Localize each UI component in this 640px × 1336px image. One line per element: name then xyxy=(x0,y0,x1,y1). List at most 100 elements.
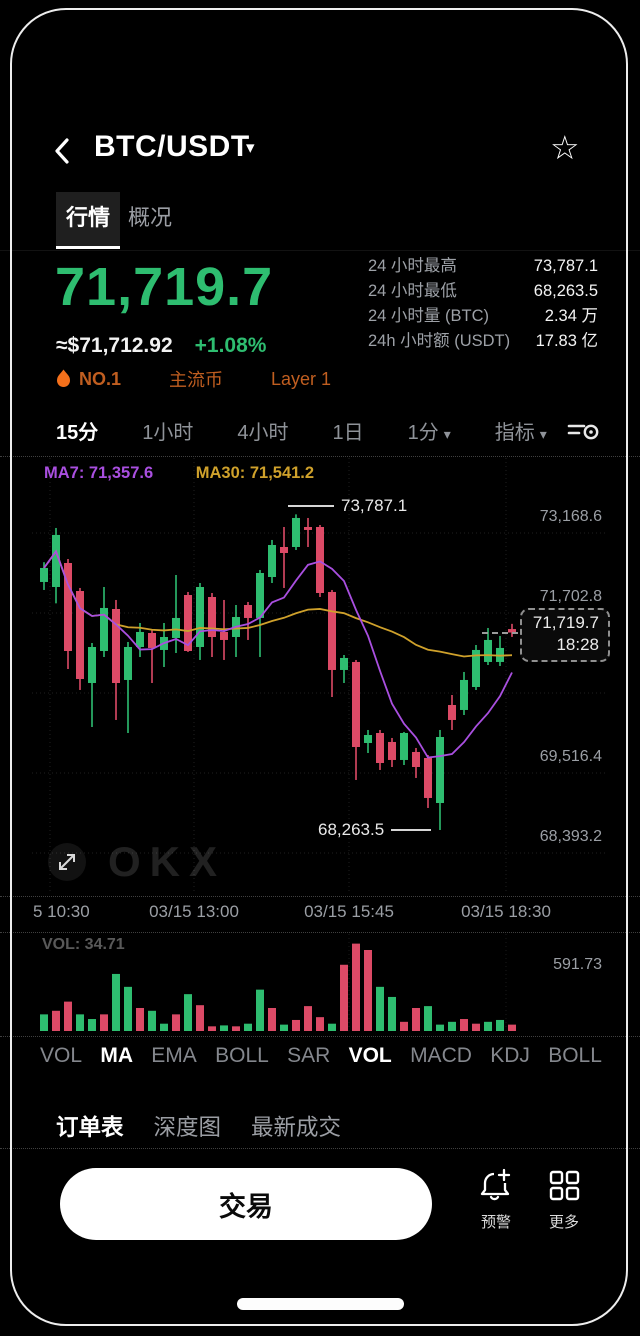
candle-body xyxy=(208,597,216,637)
tab-latest-trades[interactable]: 最新成交 xyxy=(251,1115,342,1140)
volume-bar xyxy=(40,1014,48,1031)
volume-bar xyxy=(412,1007,420,1031)
badge-tag[interactable]: 主流币 xyxy=(169,370,224,390)
stat-value: 73,787.1 xyxy=(533,257,598,275)
volume-bar xyxy=(376,986,384,1031)
indicator-vol-main[interactable]: VOL xyxy=(40,1044,83,1067)
chart-settings-button[interactable] xyxy=(565,416,601,446)
candle-body xyxy=(52,534,60,587)
volume-bar xyxy=(100,1014,108,1031)
volume-bar xyxy=(196,1005,204,1031)
indicator-ema[interactable]: EMA xyxy=(151,1044,197,1067)
badge-rank[interactable]: NO.1 xyxy=(79,368,122,389)
fiat-value: ≈$71,712.92 xyxy=(56,334,173,357)
indicator-boll[interactable]: BOLL xyxy=(215,1044,269,1067)
indicator-kdj[interactable]: KDJ xyxy=(490,1044,530,1067)
timeframe-1d[interactable]: 1日 xyxy=(333,416,364,445)
x-axis-label: 03/15 15:45 xyxy=(304,902,394,921)
home-indicator[interactable] xyxy=(237,1298,404,1310)
volume-bar xyxy=(244,1023,252,1031)
candle-body xyxy=(112,609,120,683)
x-axis-label: 5 10:30 xyxy=(33,902,90,921)
low-annotation-value: 68,263.5 xyxy=(318,820,385,839)
candle-body xyxy=(472,649,480,687)
candle-body xyxy=(304,527,312,530)
back-button[interactable] xyxy=(46,134,80,168)
annotation-line xyxy=(391,829,432,831)
volume-bar xyxy=(220,1025,228,1031)
volume-bar xyxy=(88,1019,96,1031)
change-percent: +1.08% xyxy=(194,334,267,357)
favorite-star-icon[interactable]: ☆ xyxy=(550,129,580,166)
indicator-sar[interactable]: SAR xyxy=(287,1044,331,1067)
candle-body xyxy=(172,617,180,638)
timeframe-4h[interactable]: 4小时 xyxy=(237,416,288,445)
volume-bar xyxy=(208,1026,216,1031)
indicator-ma[interactable]: MA xyxy=(100,1044,133,1067)
high-annotation-value: 73,787.1 xyxy=(341,496,408,516)
chevron-left-icon xyxy=(55,138,69,164)
tab-quotes[interactable]: 行情 xyxy=(56,192,121,249)
y-axis-label: 69,516.4 xyxy=(539,748,602,765)
candle-body xyxy=(124,647,132,680)
candlestick-chart-canvas xyxy=(32,458,608,893)
volume-bar xyxy=(328,1023,336,1031)
caret-down-icon: ▾ xyxy=(443,426,451,442)
expand-chart-button[interactable] xyxy=(48,843,86,881)
badge-tag[interactable]: Layer 1 xyxy=(271,368,332,389)
candle-body xyxy=(424,757,432,798)
tab-order-book[interactable]: 订单表 xyxy=(56,1115,124,1140)
stat-value: 2.34 万 xyxy=(544,307,598,325)
pair-title[interactable]: BTC/USDT xyxy=(94,130,250,163)
stat-row: 24 小时最高 73,787.1 xyxy=(368,258,598,275)
section-divider xyxy=(0,1148,640,1149)
candle-body xyxy=(376,733,384,763)
timeframe-label: 1小时 xyxy=(142,422,194,444)
indicator-dropdown[interactable]: 指标 ▾ xyxy=(495,416,547,445)
volume-pane[interactable]: VOL: 34.71 591.73 xyxy=(32,934,608,1034)
volume-bar xyxy=(340,964,348,1031)
timeframe-15m[interactable]: 15分 xyxy=(56,416,98,445)
tab-active-underline xyxy=(56,246,121,249)
timeframe-label: 4小时 xyxy=(237,422,289,444)
volume-bar xyxy=(184,994,192,1031)
indicator-boll-sub[interactable]: BOLL xyxy=(548,1044,602,1067)
stat-label: 24 小时最高 xyxy=(368,257,457,275)
low-annotation: 68,263.5 xyxy=(318,820,432,840)
tab-overview[interactable]: 概况 xyxy=(128,205,173,230)
volume-bar xyxy=(136,1007,144,1031)
candle-body xyxy=(88,647,96,683)
y-axis-label: 68,393.2 xyxy=(539,828,602,845)
y-axis-label: 71,702.8 xyxy=(539,588,602,605)
stat-label: 24h 小时额 (USDT) xyxy=(368,332,511,350)
volume-bar xyxy=(148,1010,156,1031)
candle-body xyxy=(388,741,396,760)
volume-bar xyxy=(268,1007,276,1031)
okx-watermark: OKX xyxy=(108,838,227,885)
candle-body xyxy=(268,545,276,577)
volume-bar xyxy=(160,1023,168,1031)
timeframe-1h[interactable]: 1小时 xyxy=(142,416,193,445)
candle-body xyxy=(352,661,360,747)
volume-current-label: VOL: 34.71 xyxy=(42,936,125,953)
candle-body xyxy=(196,587,204,647)
tabs-divider xyxy=(0,250,640,251)
tab-depth-chart[interactable]: 深度图 xyxy=(153,1115,222,1140)
indicator-vol-sub[interactable]: VOL xyxy=(348,1044,392,1067)
candle-body xyxy=(184,595,192,651)
stat-row: 24h 小时额 (USDT) 17.83 亿 xyxy=(368,333,598,350)
trade-button[interactable]: 交易 xyxy=(60,1168,432,1240)
current-price-tag[interactable]: 71,719.7 18:28 xyxy=(520,607,610,662)
timeframe-bar: 15分 1小时 4小时 1日 1分 ▾ 指标 ▾ xyxy=(56,416,601,445)
volume-bar xyxy=(364,949,372,1031)
alert-button[interactable]: 预警 xyxy=(464,1168,528,1232)
price-chart[interactable]: MA7: 71,357.6 MA30: 71,541.2 73,168.6 71… xyxy=(32,458,610,893)
volume-bar xyxy=(112,973,120,1031)
more-button[interactable]: 更多 xyxy=(532,1168,596,1232)
pair-dropdown-caret-icon[interactable]: ▾ xyxy=(246,138,255,157)
volume-bar xyxy=(388,996,396,1031)
timeframe-1m-dropdown[interactable]: 1分 ▾ xyxy=(408,416,451,445)
x-axis-label: 03/15 13:00 xyxy=(149,902,239,921)
indicator-macd[interactable]: MACD xyxy=(410,1044,472,1067)
grid-more-icon xyxy=(547,1168,581,1202)
